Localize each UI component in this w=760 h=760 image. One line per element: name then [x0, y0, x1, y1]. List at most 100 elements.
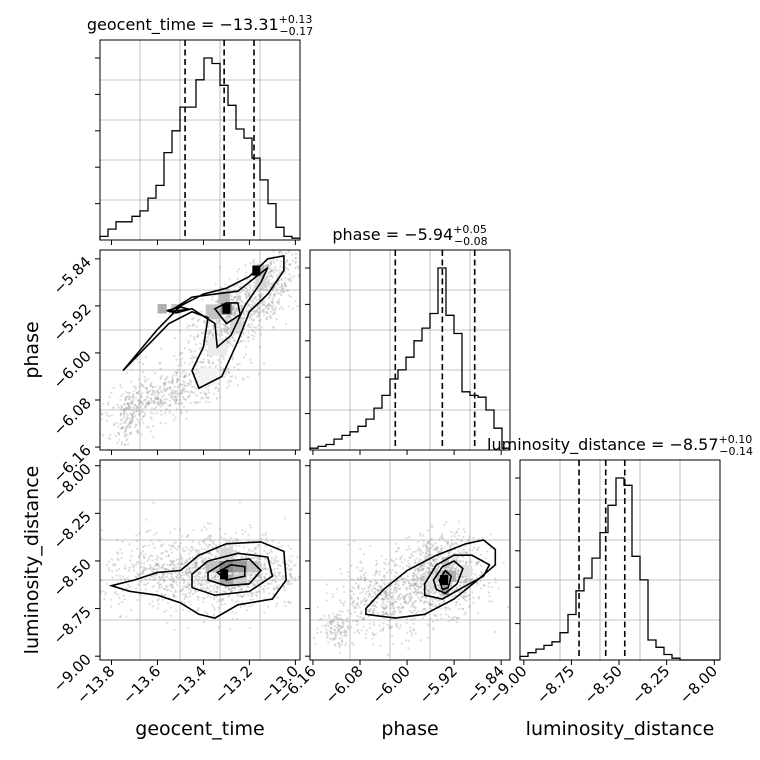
sample-point — [191, 540, 194, 544]
sample-point — [369, 544, 372, 547]
sample-point — [454, 567, 458, 570]
sample-point — [275, 274, 279, 277]
sample-point — [415, 577, 418, 580]
sample-point — [341, 622, 344, 625]
sample-point — [325, 599, 328, 602]
sample-point — [297, 244, 299, 246]
sample-point — [215, 364, 218, 367]
sample-point — [357, 585, 360, 588]
sample-point — [215, 322, 218, 325]
sample-point — [150, 418, 153, 421]
hist-title-phase: phase = −5.94+0.05 −0.08 — [332, 223, 487, 248]
sample-point — [261, 568, 264, 572]
sample-point — [352, 619, 355, 623]
sample-point — [202, 539, 205, 542]
sample-point — [216, 326, 219, 329]
sample-point — [228, 315, 232, 318]
sample-point — [364, 600, 367, 603]
sample-point — [205, 581, 208, 584]
sample-point — [234, 612, 237, 615]
sample-point — [333, 628, 336, 632]
sample-point — [391, 591, 394, 594]
sample-point — [212, 327, 215, 330]
sample-point — [264, 544, 267, 548]
sample-point — [249, 557, 253, 560]
sample-point — [259, 318, 262, 322]
sample-point — [146, 425, 149, 428]
sample-point — [391, 605, 394, 608]
sample-point — [275, 290, 278, 293]
sample-point — [410, 582, 413, 586]
sample-point — [188, 325, 191, 328]
sample-point — [152, 542, 155, 546]
sample-point — [377, 589, 380, 593]
sample-point — [390, 597, 393, 600]
sample-point — [381, 628, 384, 631]
sample-point — [272, 325, 275, 328]
hist-title-geocent_time: geocent_time = −13.31+0.13 −0.17 — [87, 13, 313, 38]
sample-point — [422, 576, 425, 579]
sample-point — [428, 564, 431, 567]
sample-point — [430, 538, 433, 541]
sample-point — [352, 593, 355, 596]
sample-point — [203, 365, 206, 368]
sample-point — [181, 574, 184, 577]
sample-point — [400, 642, 404, 645]
sample-point — [125, 437, 129, 441]
sample-point — [393, 607, 396, 610]
sample-point — [265, 552, 268, 555]
sample-point — [203, 541, 206, 544]
sample-point — [458, 617, 461, 620]
sample-point — [398, 605, 401, 609]
sample-point — [234, 313, 237, 316]
sample-point — [145, 391, 148, 394]
sample-point — [412, 577, 415, 580]
sample-point — [273, 559, 276, 562]
sample-point — [221, 597, 224, 601]
sample-point — [200, 576, 203, 579]
sample-point — [389, 607, 392, 610]
sample-point — [379, 588, 383, 591]
sample-point — [197, 549, 200, 552]
sample-point — [217, 390, 220, 393]
sample-point — [157, 403, 160, 406]
sample-point — [156, 401, 159, 404]
sample-point — [263, 567, 266, 571]
sample-point — [368, 584, 371, 588]
sample-point — [288, 580, 291, 583]
sample-point — [162, 381, 165, 385]
sample-point — [213, 608, 216, 611]
sample-point — [227, 315, 230, 318]
sample-point — [340, 572, 343, 575]
sample-point — [448, 607, 451, 611]
sample-point — [131, 396, 134, 399]
sample-point — [238, 501, 241, 504]
sample-point — [300, 582, 302, 584]
sample-point — [161, 403, 164, 406]
sample-point — [119, 451, 121, 453]
sample-point — [147, 401, 150, 404]
sample-point — [195, 325, 198, 328]
sample-point — [454, 588, 457, 592]
sample-point — [424, 607, 427, 611]
sample-point — [183, 381, 186, 384]
sample-point — [187, 568, 190, 572]
sample-point — [249, 312, 252, 315]
sample-point — [241, 300, 244, 303]
sample-point — [132, 457, 134, 459]
sample-point — [151, 600, 154, 603]
sample-point — [435, 546, 438, 550]
sample-point — [185, 573, 188, 576]
hist-panel-luminosity_distance: −9.00 −8.75 −8.50 −8.25 −8.00luminosity_dist… — [485, 433, 753, 707]
sample-point — [429, 586, 433, 589]
sample-point — [197, 360, 200, 364]
sample-point — [197, 607, 200, 610]
sample-point — [221, 323, 225, 326]
sample-point — [249, 572, 252, 576]
sample-point — [136, 392, 139, 395]
sample-point — [186, 534, 189, 537]
sample-point — [258, 328, 261, 331]
sample-point — [172, 391, 175, 395]
sample-point — [363, 603, 366, 606]
sample-point — [409, 626, 412, 629]
